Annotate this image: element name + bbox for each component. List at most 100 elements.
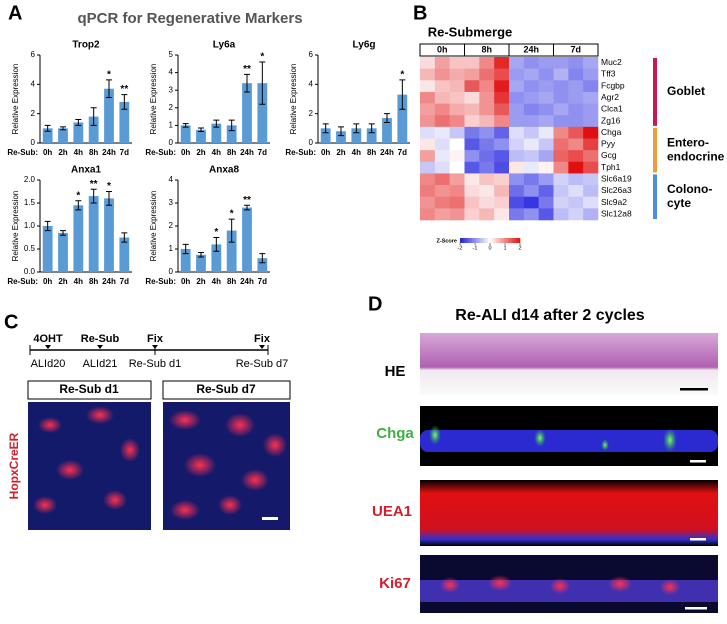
heatmap-cell (538, 57, 554, 69)
heatmap-cell (494, 161, 510, 174)
panel-letter: D (368, 293, 382, 315)
timeline-label: ALId21 (83, 358, 118, 370)
x-tick-label: 2h (336, 148, 345, 157)
heatmap-cell (420, 196, 436, 209)
heatmap-cell (538, 161, 554, 174)
error-bar (60, 230, 66, 236)
chart-title: Re-Submerge (428, 24, 513, 39)
error-bar (228, 119, 235, 132)
heatmap-cell (464, 196, 480, 209)
colorbar-swatch (502, 238, 505, 243)
bar (104, 198, 114, 272)
heatmap-cell (494, 57, 510, 69)
heatmap-cell (464, 115, 480, 128)
timeline-label: 4OHT (33, 333, 63, 345)
heatmap-cell (523, 196, 539, 209)
colorbar-swatch (488, 238, 491, 243)
x-tick-label: 7d (258, 277, 267, 286)
colorbar-swatch (476, 238, 479, 243)
y-tick-label: 1.5 (24, 198, 36, 207)
heatmap-cell (553, 91, 569, 104)
row-label: Tph1 (601, 162, 621, 172)
heatmap-cell (494, 68, 510, 81)
row-label: Zg16 (601, 115, 621, 125)
timeline-label: ALId20 (31, 358, 66, 370)
x-tick-label: 4h (74, 148, 83, 157)
x-axis-label: Re-Sub: (145, 277, 176, 286)
x-tick-label: 2h (196, 277, 205, 286)
colorbar-swatch (508, 238, 511, 243)
heatmap-cell (523, 161, 539, 174)
heatmap-cell (479, 68, 495, 81)
colorbar-label: Z-Score (437, 238, 457, 244)
bar (58, 128, 68, 143)
heatmap-cell (479, 138, 495, 151)
row-label: Slc12a8 (601, 208, 632, 218)
timeline-label: Re-Sub d7 (236, 358, 289, 370)
colorbar-swatch (464, 238, 467, 243)
colorbar-swatch (494, 238, 497, 243)
heatmap-cell (420, 138, 436, 151)
bar (104, 88, 114, 143)
y-tick-label: 1.0 (24, 221, 36, 230)
y-tick-label: 6 (31, 50, 36, 59)
row-label: Gcg (601, 150, 617, 160)
bar (180, 249, 191, 272)
error-bar (44, 124, 51, 132)
bar (257, 258, 268, 272)
y-tick-label: 0 (169, 267, 174, 276)
heatmap-cell (464, 57, 480, 69)
heatmap-cell (449, 161, 465, 174)
heatmap-cell (464, 161, 480, 174)
error-bar (338, 126, 344, 137)
heatmap-cell (434, 161, 450, 174)
colorbar-swatch (468, 238, 471, 243)
colorbar-swatch (516, 238, 519, 243)
error-bar (75, 119, 82, 126)
bar (211, 244, 222, 272)
heatmap-cell (434, 173, 450, 186)
row-label: Chga (601, 127, 622, 137)
error-bar (259, 253, 266, 264)
heatmap-cell (494, 91, 510, 104)
timeline-label: Re-Sub (81, 333, 120, 345)
column-label: 8h (481, 44, 492, 54)
y-tick-label: 0 (31, 138, 36, 147)
heatmap-cell (479, 91, 495, 104)
y-tick-label: 2 (309, 109, 314, 118)
heatmap-cell (553, 80, 569, 93)
x-tick-label: 8h (89, 148, 98, 157)
panel-letter: B (413, 2, 427, 24)
x-tick-label: 0h (43, 148, 52, 157)
colorbar-swatch (518, 238, 521, 243)
stain-label: UEA1 (372, 503, 412, 520)
heatmap-cell (538, 185, 554, 198)
significance: ** (243, 195, 251, 206)
x-tick-label: 4h (212, 148, 221, 157)
heatmap-cell (553, 161, 569, 174)
heatmap-cell (523, 185, 539, 198)
heatmap-cell (568, 161, 584, 174)
row-label: Slc6a19 (601, 174, 632, 184)
panel-letter: A (8, 2, 22, 24)
group-label: endocrine (667, 149, 725, 163)
heatmap-cell (568, 173, 584, 186)
significance: * (107, 181, 111, 192)
heatmap-cell (464, 173, 480, 186)
heatmap-cell (553, 115, 569, 128)
bar (73, 205, 84, 272)
heatmap-cell (494, 196, 510, 209)
image-header-box (162, 380, 291, 400)
significance: * (76, 190, 80, 201)
y-tick-label: 0.5 (24, 244, 36, 253)
error-bar (44, 220, 51, 232)
heatmap-cell (538, 208, 554, 221)
error-bar (182, 243, 189, 255)
bar (320, 128, 331, 143)
heatmap-cell (509, 208, 525, 221)
heatmap-cell (479, 173, 495, 186)
significance: ** (120, 84, 128, 95)
error-bar (213, 237, 220, 252)
heatmap-cell (509, 138, 525, 151)
heatmap-cell (420, 161, 436, 174)
